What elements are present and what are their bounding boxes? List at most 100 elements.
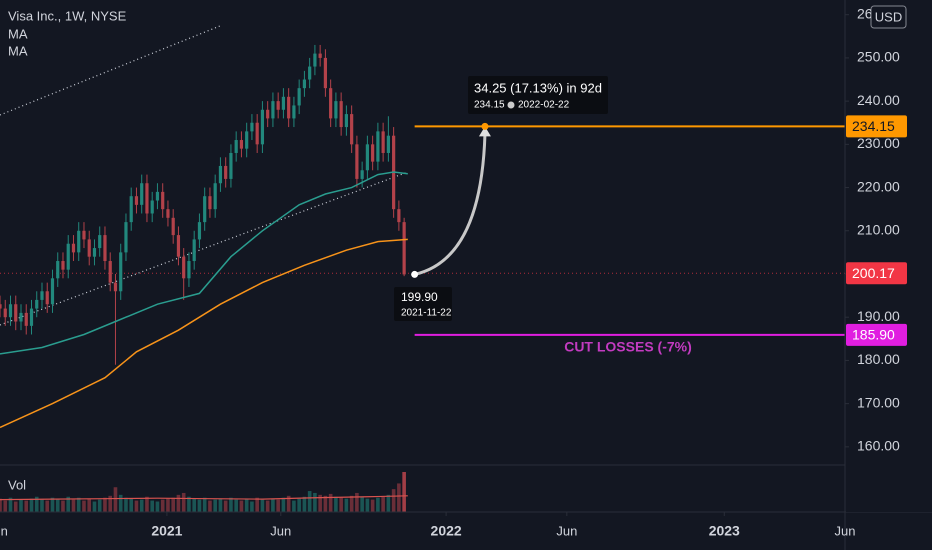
volume-bar — [229, 497, 233, 512]
candle-body — [108, 261, 112, 283]
volume-bar — [223, 500, 228, 512]
volume-bar — [370, 499, 375, 512]
candle-body — [239, 140, 244, 149]
volume-bar — [40, 499, 44, 512]
candle-body — [224, 165, 228, 179]
candle-body — [98, 235, 102, 249]
volume-ma — [0, 495, 408, 501]
volume-bar — [255, 497, 259, 512]
volume-bar — [365, 498, 370, 512]
moving-average — [0, 171, 408, 355]
candle-body — [386, 135, 390, 153]
candle-body — [3, 308, 7, 318]
candle-body — [313, 53, 317, 67]
candle-body — [176, 235, 181, 257]
candle-body — [318, 53, 322, 58]
volume-bar — [3, 500, 8, 512]
volume-bar — [234, 499, 238, 512]
candle-body — [402, 222, 406, 275]
volume-bar — [29, 498, 34, 512]
candle-body — [376, 131, 380, 162]
volume-bar — [19, 499, 23, 512]
arrow-head — [478, 126, 491, 137]
volume-bar — [334, 496, 338, 512]
candle-body — [287, 96, 291, 119]
candle-body — [281, 96, 286, 110]
candle-body — [66, 243, 70, 270]
x-tick-label: Jun — [0, 523, 8, 538]
volume-bar — [397, 483, 401, 512]
candle-body — [218, 165, 223, 184]
volume-bar — [155, 501, 160, 512]
candle-body — [103, 235, 107, 262]
candle-body — [213, 183, 217, 210]
volume-bar — [24, 500, 29, 512]
volume-bar — [13, 501, 18, 512]
candle-body — [35, 299, 39, 309]
y-tick-label: 180.00 — [857, 351, 900, 367]
trendline — [0, 171, 409, 326]
candle-body — [260, 109, 265, 145]
candle-body — [56, 261, 60, 279]
start-box — [394, 287, 452, 321]
candle-body — [129, 196, 133, 223]
candle-body — [365, 144, 369, 171]
volume-bar — [171, 497, 175, 512]
price-badge — [846, 323, 907, 346]
candle-body — [229, 152, 233, 179]
candle-body — [203, 196, 207, 223]
candle-body — [61, 261, 65, 270]
moving-average — [0, 238, 408, 429]
measure-end-price: 234.15 — [474, 100, 505, 111]
price-badge-label: 200.17 — [852, 265, 895, 281]
measure-end-date: 2022-02-22 — [518, 100, 570, 111]
volume-bar — [118, 494, 123, 512]
volume-bar — [391, 489, 396, 512]
volume-bar — [82, 500, 86, 512]
candle-body — [192, 239, 196, 262]
volume-bar — [76, 497, 81, 512]
candle-body — [344, 114, 348, 128]
x-tick-label: Jun — [270, 523, 291, 538]
volume-bar — [218, 498, 223, 512]
y-tick-label: 250.00 — [857, 49, 900, 65]
overlays: Visa Inc., 1W, NYSE MA MA Vol 34.25 (17.… — [8, 8, 692, 492]
volume-bar — [129, 498, 134, 512]
candle-body — [82, 230, 86, 240]
volume-bar — [265, 500, 270, 512]
measure-text: 34.25 (17.13%) in 92d — [474, 80, 602, 95]
start-price: 199.90 — [401, 290, 438, 304]
candle-body — [14, 304, 18, 322]
volume-bar — [323, 495, 328, 512]
volume-bar — [87, 498, 92, 512]
price-axis-bg — [846, 0, 932, 512]
candle-body — [302, 79, 307, 89]
volume-bar — [103, 497, 107, 512]
candle-body — [19, 312, 23, 322]
candle-body — [150, 200, 154, 214]
volume-bar — [292, 500, 296, 512]
volume-bar — [181, 492, 186, 512]
candle-body — [0, 304, 2, 309]
volume-bar — [192, 498, 196, 512]
candle-body — [271, 101, 275, 119]
level-text: CUT LOSSES (-7%) — [564, 339, 692, 355]
candle-body — [334, 101, 338, 119]
measure-end — [481, 122, 489, 130]
candle-body — [360, 170, 364, 179]
volume-bar — [108, 495, 113, 512]
volume-bar — [145, 496, 149, 512]
candle-body — [234, 140, 238, 153]
volume-bar — [0, 498, 2, 512]
volume-bar — [71, 499, 76, 512]
candle-body — [124, 222, 128, 253]
candle-body — [182, 256, 186, 279]
volume-bar — [55, 498, 60, 512]
price-badge-label: 234.15 — [852, 118, 895, 134]
candle-body — [250, 122, 254, 132]
measure-box — [468, 76, 608, 114]
x-tick-label: 2021 — [151, 523, 182, 539]
candle-body — [140, 183, 144, 205]
candle-body — [87, 239, 91, 257]
